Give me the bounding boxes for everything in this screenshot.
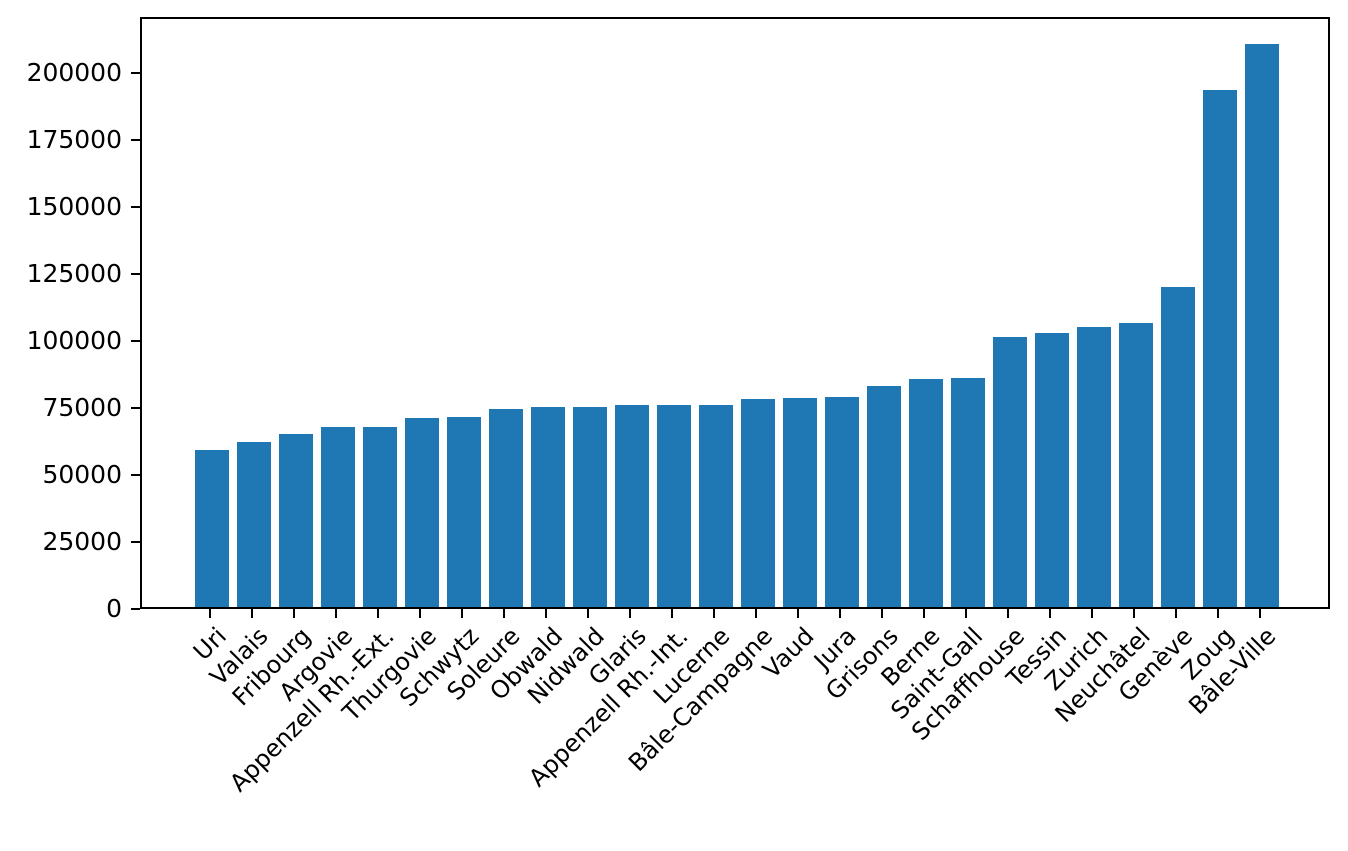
y-tick-label: 150000	[26, 191, 122, 221]
x-tick-mark	[713, 609, 715, 618]
x-tick-mark	[1133, 609, 1135, 618]
y-tick-mark	[131, 406, 140, 409]
y-tick-label: 200000	[26, 57, 122, 87]
bar	[237, 442, 271, 607]
bar	[195, 450, 229, 607]
bar	[573, 407, 607, 607]
x-tick-mark	[419, 609, 421, 618]
bar	[741, 399, 775, 607]
bar	[1245, 44, 1279, 607]
bar	[783, 398, 817, 607]
x-tick-mark	[881, 609, 883, 618]
bar	[993, 337, 1027, 607]
x-tick-mark	[797, 609, 799, 618]
y-tick-mark	[131, 71, 140, 74]
bar	[1161, 287, 1195, 607]
x-tick-mark	[629, 609, 631, 618]
bar	[867, 386, 901, 607]
y-tick-label: 125000	[26, 258, 122, 288]
y-tick-mark	[131, 272, 140, 275]
y-tick-mark	[131, 608, 140, 610]
x-tick-mark	[965, 609, 967, 618]
x-tick-mark	[839, 609, 841, 618]
x-tick-mark	[671, 609, 673, 618]
bar	[1203, 90, 1237, 607]
y-tick-label: 100000	[26, 325, 122, 355]
x-tick-mark	[545, 609, 547, 618]
x-tick-mark	[1217, 609, 1219, 618]
bar	[1077, 327, 1111, 607]
x-tick-mark	[461, 609, 463, 618]
bar	[321, 427, 355, 607]
bar	[531, 407, 565, 607]
bar	[909, 379, 943, 607]
bar	[279, 434, 313, 607]
y-tick-mark	[131, 339, 140, 342]
bar	[951, 378, 985, 607]
x-tick-mark	[1259, 609, 1261, 618]
bar	[447, 417, 481, 607]
bar	[489, 409, 523, 607]
y-tick-label: 175000	[26, 124, 122, 154]
y-tick-label: 25000	[42, 526, 122, 556]
x-tick-mark	[503, 609, 505, 618]
x-tick-mark	[1007, 609, 1009, 618]
x-tick-mark	[755, 609, 757, 618]
y-tick-mark	[131, 205, 140, 208]
x-tick-mark	[251, 609, 253, 618]
x-tick-mark	[1091, 609, 1093, 618]
bar	[363, 427, 397, 607]
x-tick-mark	[1049, 609, 1051, 618]
y-tick-mark	[131, 540, 140, 543]
bar	[615, 405, 649, 607]
bar	[1119, 323, 1153, 607]
x-tick-mark	[209, 609, 211, 618]
x-tick-mark	[1175, 609, 1177, 618]
bar	[657, 405, 691, 607]
x-tick-mark	[293, 609, 295, 618]
bar	[1035, 333, 1069, 607]
x-tick-mark	[587, 609, 589, 618]
bar	[405, 418, 439, 607]
bar	[699, 405, 733, 607]
plot-area	[140, 17, 1330, 609]
x-tick-mark	[377, 609, 379, 618]
y-tick-mark	[131, 473, 140, 476]
x-tick-mark	[923, 609, 925, 618]
bar	[825, 397, 859, 607]
y-tick-label: 50000	[42, 459, 122, 489]
x-tick-mark	[335, 609, 337, 618]
y-tick-label: 75000	[42, 392, 122, 422]
y-tick-mark	[131, 138, 140, 141]
y-tick-label: 0	[106, 594, 122, 623]
